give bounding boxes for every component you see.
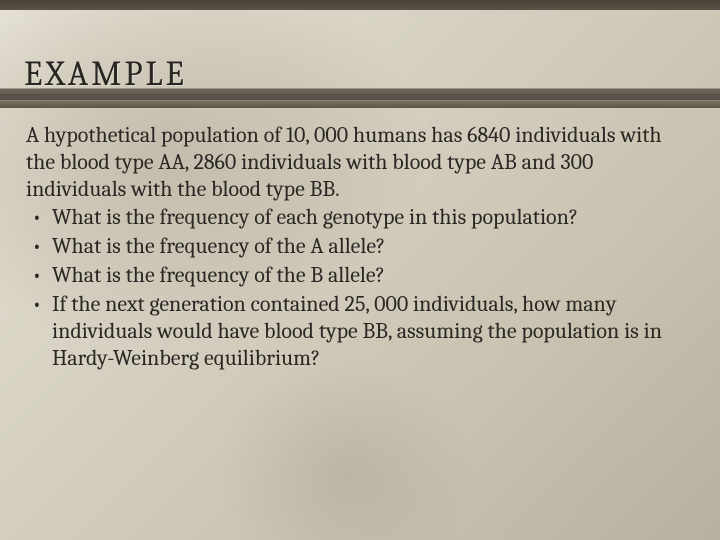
bullet-list: What is the frequency of each genotype i…	[26, 204, 680, 371]
list-item: What is the frequency of each genotype i…	[26, 204, 680, 231]
title-underline	[0, 100, 720, 108]
slide-content: A hypothetical population of 10, 000 hum…	[26, 122, 680, 373]
top-border-bar	[0, 0, 720, 10]
list-item: What is the frequency of the B allele?	[26, 262, 680, 289]
intro-paragraph: A hypothetical population of 10, 000 hum…	[26, 122, 680, 202]
list-item: What is the frequency of the A allele?	[26, 233, 680, 260]
slide-title: EXAMPLE	[24, 54, 696, 94]
list-item: If the next generation contained 25, 000…	[26, 291, 680, 371]
title-band: EXAMPLE	[0, 44, 720, 106]
